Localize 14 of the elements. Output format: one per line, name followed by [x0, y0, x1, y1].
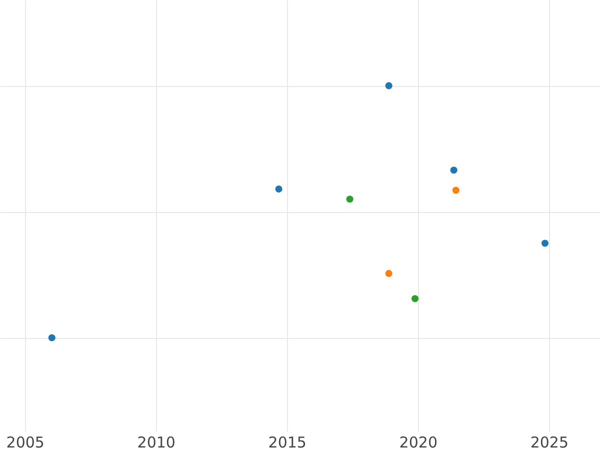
point: [450, 166, 458, 174]
x-tick-label: 2010: [137, 434, 176, 450]
x-tick-label: 2005: [6, 434, 44, 450]
point: [452, 186, 460, 194]
point: [48, 334, 56, 342]
x-tick-label: 2025: [530, 434, 568, 450]
x-tick-label: 2015: [268, 434, 306, 450]
point: [346, 196, 354, 203]
point: [275, 186, 282, 193]
point: [411, 295, 419, 302]
point: [385, 270, 392, 277]
point: [541, 240, 549, 247]
point: [385, 82, 392, 90]
x-tick-label: 2020: [399, 434, 438, 450]
